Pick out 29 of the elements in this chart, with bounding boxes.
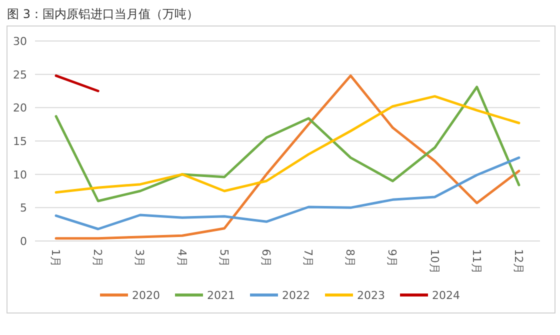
chart-title: 图 3：国内原铝进口当月值（万吨）: [7, 7, 198, 21]
y-tick-label: 15: [13, 135, 27, 148]
x-tick-label: 1月: [49, 249, 62, 267]
x-tick-label: 9月: [386, 249, 399, 267]
x-tick-label: 4月: [175, 249, 188, 267]
x-tick-label: 7月: [302, 249, 315, 267]
y-tick-label: 0: [20, 235, 27, 248]
x-tick-label: 6月: [259, 249, 272, 267]
x-tick-label: 8月: [344, 249, 357, 267]
line-series: [54, 86, 520, 202]
y-tick-label: 20: [13, 102, 27, 115]
x-tick-label: 10月: [428, 249, 441, 274]
line-series: [54, 156, 520, 230]
x-tick-label: 11月: [470, 249, 483, 274]
line-series: [54, 95, 520, 194]
y-tick-label: 10: [13, 168, 27, 182]
y-tick-label: 30: [13, 35, 27, 48]
x-tick-label: 12月: [512, 249, 525, 274]
legend-label: 2022: [282, 289, 310, 302]
legend-label: 2024: [432, 289, 460, 302]
legend-label: 2020: [132, 289, 160, 302]
x-tick-label: 5月: [217, 249, 230, 267]
x-tick-label: 3月: [133, 249, 146, 267]
legend-label: 2023: [357, 289, 385, 302]
legend-label: 2021: [207, 289, 235, 302]
line-series: [54, 74, 520, 240]
x-tick-label: 2月: [91, 249, 104, 267]
y-tick-label: 5: [20, 202, 27, 215]
y-tick-label: 25: [13, 68, 27, 82]
